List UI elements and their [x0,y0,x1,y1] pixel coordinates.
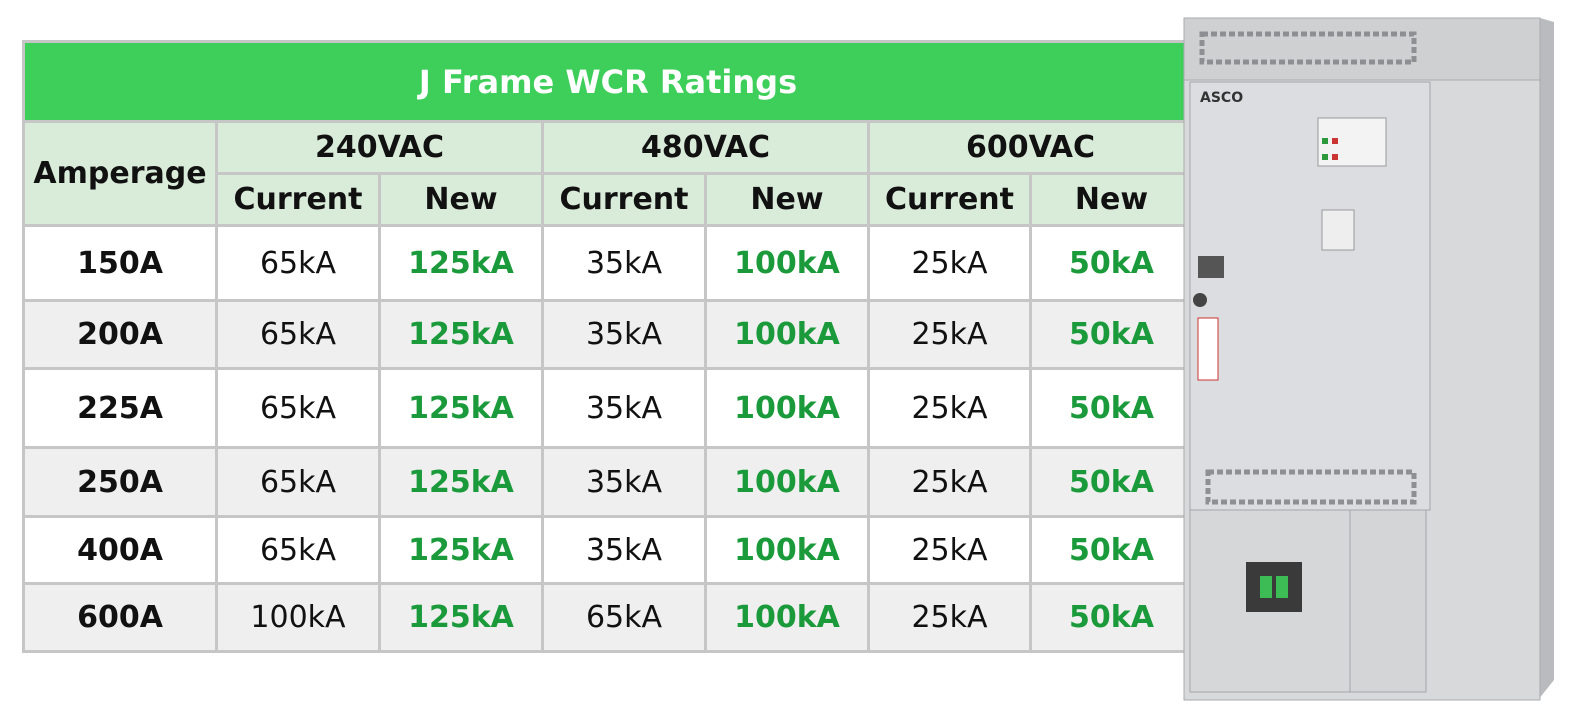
new-rating-cell: 125kA [378,224,544,302]
current-rating-cell: 35kA [541,224,707,302]
current-rating-cell: 25kA [867,367,1032,449]
new-rating-cell: 100kA [704,367,870,449]
new-rating-cell: 100kA [704,299,870,370]
column-header: New [378,172,544,227]
current-rating-cell: 25kA [867,299,1032,370]
voltage-header: 600VAC [867,120,1194,175]
amperage-cell: 200A [22,299,218,370]
new-rating-cell: 50kA [1029,367,1194,449]
new-rating-cell: 50kA [1029,582,1194,653]
current-rating-cell: 35kA [541,299,707,370]
current-rating-cell: 25kA [867,582,1032,653]
column-header: New [1029,172,1194,227]
table-row: 600A 100kA 125kA 65kA 100kA 25kA 50kA [22,582,1194,653]
breaker [1246,562,1302,612]
amperage-cell: 150A [22,224,218,302]
current-rating-cell: 25kA [867,446,1032,518]
new-rating-cell: 50kA [1029,515,1194,585]
column-header: New [704,172,870,227]
current-rating-cell: 65kA [215,515,381,585]
door [1189,81,1431,511]
new-rating-cell: 50kA [1029,299,1194,370]
new-rating-cell: 100kA [704,446,870,518]
table-row: 400A 65kA 125kA 35kA 100kA 25kA 50kA [22,515,1194,585]
top-panel [1183,17,1541,81]
current-rating-cell: 65kA [215,367,381,449]
current-rating-cell: 25kA [867,224,1032,302]
brand-label: ASCO [1200,90,1243,106]
current-rating-cell: 65kA [541,582,707,653]
warning-label [1197,317,1219,381]
new-rating-cell: 100kA [704,515,870,585]
controller [1317,117,1387,167]
current-rating-cell: 25kA [867,515,1032,585]
ratings-table: J Frame WCR Ratings Amperage 240VAC 480VAC 6… [22,40,1194,653]
row-header: Amperage [22,120,218,227]
current-rating-cell: 35kA [541,515,707,585]
new-rating-cell: 50kA [1029,446,1194,518]
amperage-cell: 225A [22,367,218,449]
lower-panel [1349,509,1427,693]
voltage-header: 480VAC [541,120,870,175]
top-vent [1199,31,1417,65]
voltage-header: 240VAC [215,120,544,175]
indicator [1332,138,1338,144]
column-header: Current [867,172,1032,227]
column-header: Current [215,172,381,227]
cabinet-side [1538,18,1554,700]
amperage-cell: 250A [22,446,218,518]
amperage-cell: 600A [22,582,218,653]
keypad [1321,209,1355,251]
table-row: J Frame WCR Ratings [22,40,1194,123]
current-rating-cell: 35kA [541,367,707,449]
cabinet-image: ASCO [1183,17,1554,701]
indicator [1322,154,1328,160]
table-title: J Frame WCR Ratings [22,40,1194,123]
current-rating-cell: 65kA [215,224,381,302]
table-row: 225A 65kA 125kA 35kA 100kA 25kA 50kA [22,367,1194,449]
table-row: 150A 65kA 125kA 35kA 100kA 25kA 50kA [22,224,1194,302]
meter [1198,256,1224,278]
table-row: 250A 65kA 125kA 35kA 100kA 25kA 50kA [22,446,1194,518]
table-row: Amperage 240VAC 480VAC 600VAC [22,120,1194,227]
indicator [1332,154,1338,160]
current-rating-cell: 65kA [215,446,381,518]
table-row: 200A 65kA 125kA 35kA 100kA 25kA 50kA [22,299,1194,370]
new-rating-cell: 125kA [378,515,544,585]
table-row: Current New Current New Current New [24,172,1194,227]
current-rating-cell: 100kA [215,582,381,653]
new-rating-cell: 125kA [378,299,544,370]
new-rating-cell: 125kA [378,582,544,653]
breaker-switch [1276,576,1288,598]
column-header: Current [541,172,707,227]
new-rating-cell: 125kA [378,367,544,449]
new-rating-cell: 100kA [704,224,870,302]
indicator [1322,138,1328,144]
breaker-switch [1260,576,1272,598]
current-rating-cell: 65kA [215,299,381,370]
amperage-cell: 400A [22,515,218,585]
handle [1193,293,1207,307]
new-rating-cell: 125kA [378,446,544,518]
current-rating-cell: 35kA [541,446,707,518]
bottom-vent [1205,469,1417,505]
new-rating-cell: 100kA [704,582,870,653]
new-rating-cell: 50kA [1029,224,1194,302]
